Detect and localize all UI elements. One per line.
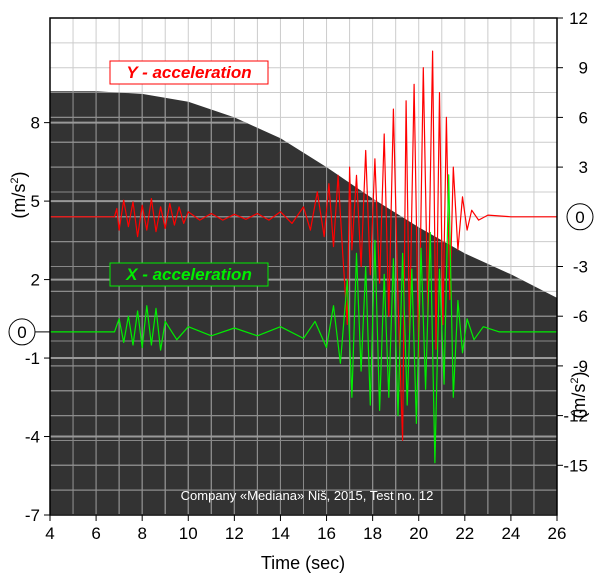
right-tick-label: -12 <box>563 407 588 426</box>
legend-y-acceleration: Y - acceleration <box>109 60 269 85</box>
x-axis-title: Time (sec) <box>261 553 345 573</box>
right-axis-title: (m/s2) <box>569 371 589 418</box>
x-tick-label: 10 <box>179 524 198 543</box>
x-tick-label: 22 <box>455 524 474 543</box>
right-zero-label: 0 <box>575 208 584 227</box>
right-zero-circle <box>566 203 594 231</box>
x-tick-label: 16 <box>317 524 336 543</box>
x-tick-label: 24 <box>501 524 520 543</box>
right-tick-label: -6 <box>573 307 588 326</box>
right-tick-label: 6 <box>579 108 588 127</box>
left-tick-label: -1 <box>25 349 40 368</box>
x-tick-label: 12 <box>225 524 244 543</box>
x-tick-label: 26 <box>548 524 567 543</box>
series-line-y-acceleration <box>50 50 557 441</box>
right-axis-label: m/s <box>569 384 589 413</box>
right-tick-label: 3 <box>579 158 588 177</box>
legend-x-acceleration: X - acceleration <box>109 262 269 287</box>
series-line-x-acceleration <box>50 174 557 464</box>
left-axis-label-superscript: 2 <box>9 177 21 183</box>
left-axis-title: (m/s2) <box>9 171 29 218</box>
left-tick-label: 8 <box>31 114 40 133</box>
right-tick-label: -3 <box>573 258 588 277</box>
x-tick-label: 14 <box>271 524 290 543</box>
left-axis-label: m/s <box>9 184 29 213</box>
right-tick-label: -15 <box>563 456 588 475</box>
right-axis-label-superscript: 2 <box>569 377 581 383</box>
left-tick-label: 5 <box>31 192 40 211</box>
right-tick-label: 9 <box>579 59 588 78</box>
left-tick-label: -7 <box>25 506 40 525</box>
credit-annotation: Company «Mediana» Niš, 2015, Test no. 12 <box>181 488 434 503</box>
x-tick-label: 18 <box>363 524 382 543</box>
left-tick-label: -4 <box>25 428 40 447</box>
series-layer <box>50 50 557 464</box>
legend-y-acceleration-label: Y - acceleration <box>126 63 251 82</box>
right-tick-label: 12 <box>569 9 588 28</box>
x-tick-label: 20 <box>409 524 428 543</box>
left-tick-label: 2 <box>31 271 40 290</box>
right-tick-label: -9 <box>573 357 588 376</box>
axes: 4 6 8 10 12 14 16 18 20 22 24 26852-1-4-7012963-3-6… <box>8 9 594 543</box>
left-zero-label: 0 <box>17 323 26 342</box>
legend-x-acceleration-label: X - acceleration <box>125 265 252 284</box>
x-tick-label: 6 <box>91 524 100 543</box>
x-tick-label: 4 <box>45 524 54 543</box>
x-tick-label: 8 <box>137 524 146 543</box>
